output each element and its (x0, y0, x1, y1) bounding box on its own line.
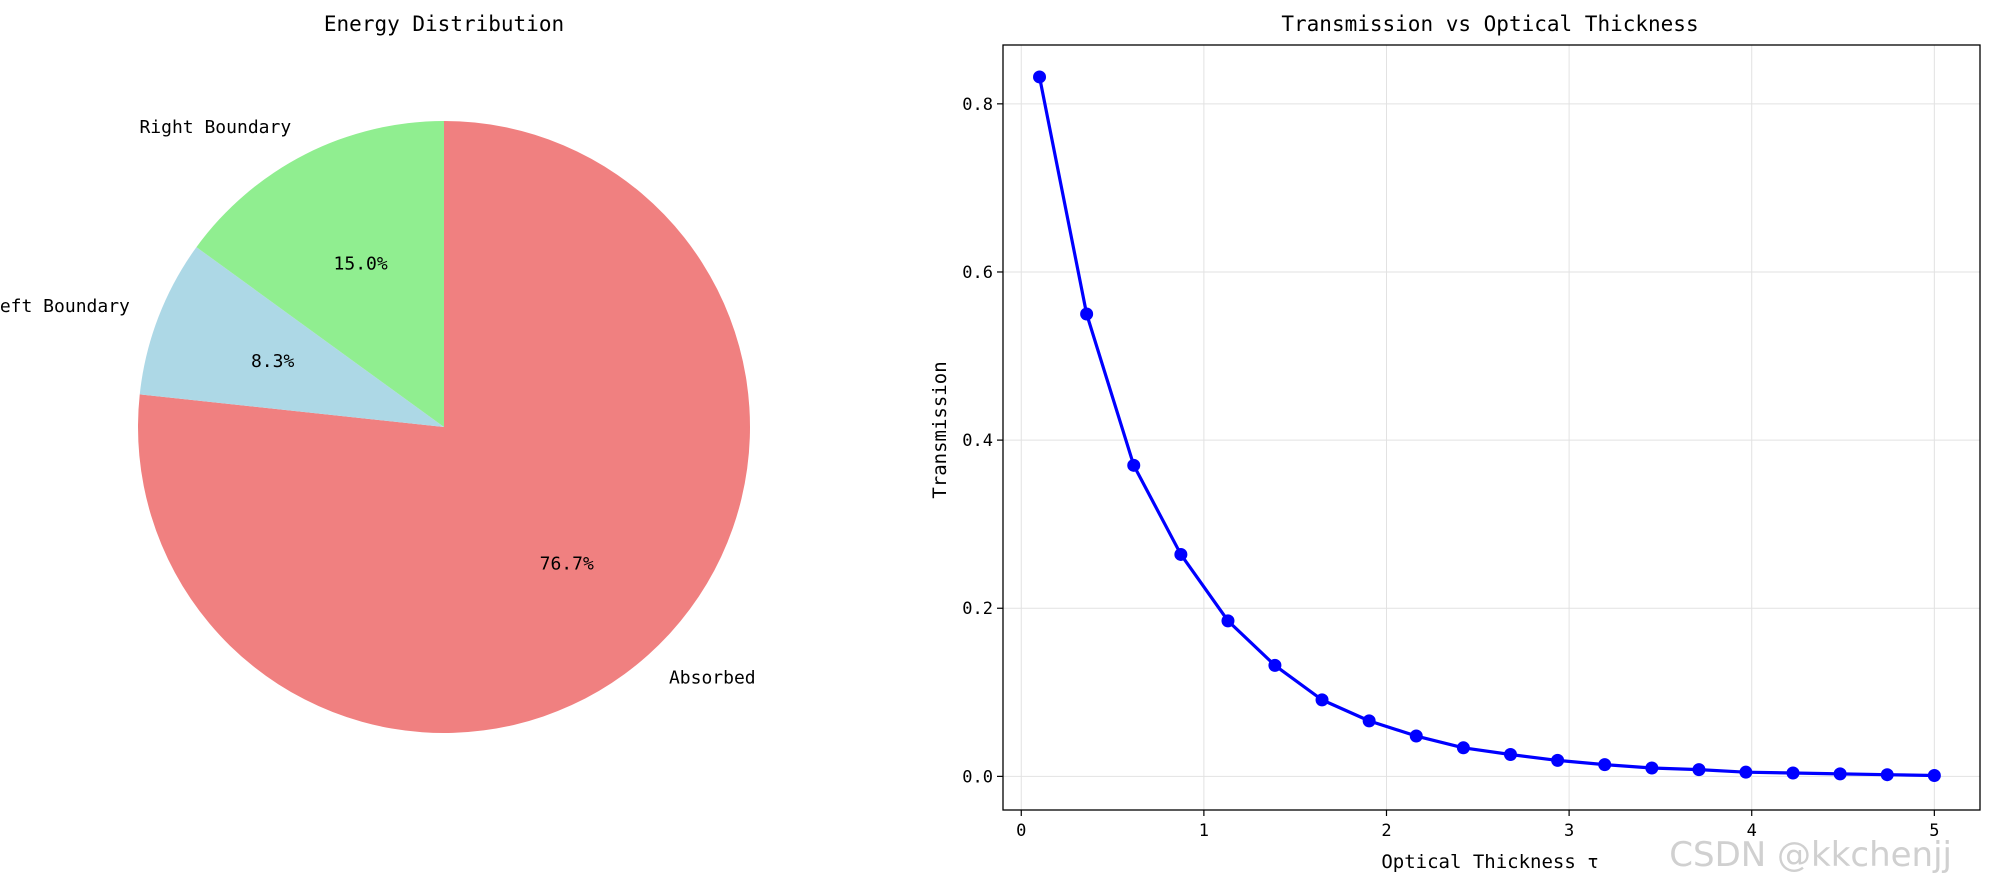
y-tick-label: 0.6 (962, 263, 993, 283)
pie-label-absorbed: Absorbed (669, 667, 756, 688)
pie-labels: Absorbed 76.7% Left Boundary 8.3% Right Boun… (0, 117, 756, 688)
line-title: Transmission vs Optical Thickness (1281, 12, 1698, 36)
transmission-line (1037, 76, 1935, 778)
pie-slice-right-boundary (196, 121, 444, 427)
watermark-text: CSDN @kkchenjj (1669, 835, 1952, 875)
x-tick-label: 2 (1381, 821, 1391, 841)
data-point (1927, 769, 1941, 783)
pie-slices (138, 121, 751, 733)
data-point (1362, 714, 1376, 728)
y-tick-label: 0.2 (962, 599, 993, 619)
data-point (1739, 765, 1753, 779)
data-point (1833, 767, 1847, 781)
pie-pct-right-boundary: 15.0% (334, 253, 388, 274)
data-point (1174, 547, 1188, 561)
data-point (1551, 753, 1565, 767)
data-point (1880, 768, 1894, 782)
axis-ticks: 0 1 2 3 4 5 0.0 0.2 0.4 0.6 0.8 (962, 95, 1939, 841)
data-point (1645, 761, 1659, 775)
x-tick-label: 4 (1747, 821, 1757, 841)
pie-chart: Energy Distribution Absorbed 76.7% Left Bo… (0, 12, 756, 733)
y-tick-label: 0.4 (962, 431, 993, 451)
pie-pct-absorbed: 76.7% (540, 554, 594, 575)
data-point (1409, 729, 1423, 743)
data-point (1692, 763, 1706, 777)
data-point (1456, 741, 1470, 755)
data-point (1268, 658, 1282, 672)
plot-frame (1002, 44, 1981, 811)
data-point (1221, 614, 1235, 628)
grid-lines (1003, 45, 1980, 810)
data-point (1786, 766, 1800, 780)
pie-slice-absorbed (138, 121, 751, 733)
data-point (1033, 70, 1047, 84)
x-axis-label: Optical Thickness τ (1381, 851, 1598, 873)
pie-slice-left-boundary (139, 247, 444, 427)
data-point (1080, 307, 1094, 321)
pie-label-left-boundary: Left Boundary (0, 296, 130, 317)
pie-title: Energy Distribution (324, 12, 564, 36)
data-point (1315, 693, 1329, 707)
y-tick-label: 0.8 (962, 95, 993, 115)
y-tick-label: 0.0 (962, 767, 993, 787)
line-chart: Transmission vs Optical Thickness 0 1 2 3 4 5… (929, 12, 1981, 873)
data-point (1598, 758, 1612, 772)
pie-pct-left-boundary: 8.3% (251, 351, 295, 372)
x-tick-label: 1 (1199, 821, 1209, 841)
x-tick-label: 3 (1564, 821, 1574, 841)
x-tick-label: 0 (1016, 821, 1026, 841)
y-axis-label: Transmission (929, 361, 951, 498)
data-point (1127, 458, 1141, 472)
data-point (1503, 748, 1517, 762)
series-transmission (1033, 70, 1941, 783)
pie-label-right-boundary: Right Boundary (139, 117, 291, 138)
x-tick-label: 5 (1929, 821, 1939, 841)
